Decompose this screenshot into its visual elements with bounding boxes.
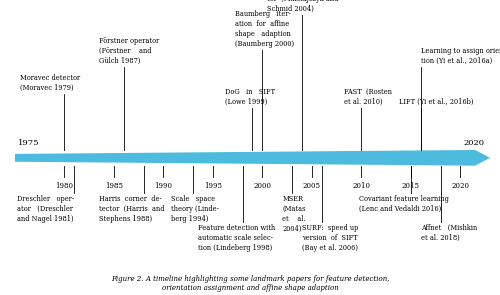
Text: 1990: 1990: [154, 182, 172, 190]
Text: Learning to assign orienta-
tion (Yi et al., 2016a): Learning to assign orienta- tion (Yi et …: [421, 47, 500, 65]
Text: FAST  (Rosten
et al. 2010): FAST (Rosten et al. 2010): [344, 88, 392, 106]
Text: LIFT (Yi et al., 2016b): LIFT (Yi et al., 2016b): [399, 98, 473, 106]
Text: Baumberg   iter-
ation  for  affine
shape   adaption
(Baumberg 2000): Baumberg iter- ation for affine shape ad…: [234, 10, 294, 48]
Text: 2000: 2000: [254, 182, 272, 190]
Text: Förstner operator
(Förstner    and
Gülch 1987): Förstner operator (Förstner and Gülch 19…: [99, 37, 160, 65]
Text: 1980: 1980: [56, 182, 74, 190]
Text: 2010: 2010: [352, 182, 370, 190]
Text: 2020: 2020: [464, 139, 484, 147]
Text: MSER
(Matas
et    al.
2004): MSER (Matas et al. 2004): [282, 195, 306, 233]
Text: Scale   space
theory (Linde-
berg 1994): Scale space theory (Linde- berg 1994): [172, 195, 219, 223]
Text: Moravec detector
(Moravec 1979): Moravec detector (Moravec 1979): [20, 74, 80, 92]
Text: Affnet   (Mishkin
et al. 2018): Affnet (Mishkin et al. 2018): [421, 224, 477, 242]
Text: 1975: 1975: [18, 139, 40, 147]
Text: 2005: 2005: [303, 182, 321, 190]
Text: 1995: 1995: [204, 182, 222, 190]
Text: Feature detection with
automatic scale selec-
tion (Lindeberg 1998): Feature detection with automatic scale s…: [198, 224, 276, 252]
Text: SURF:  speed up
version  of  SIFT
(Bay et al. 2006): SURF: speed up version of SIFT (Bay et a…: [302, 224, 358, 252]
Text: DoG   in   SIFT
(Lowe 1999): DoG in SIFT (Lowe 1999): [225, 88, 275, 106]
Text: 1985: 1985: [105, 182, 123, 190]
Text: Hessian  Affine  and
Harris  Affine  detec-
tor  (Mikolajczyk and
Schmid 2004): Hessian Affine and Harris Affine detec- …: [268, 0, 338, 13]
Text: Figure 2. A timeline highlighting some landmark papers for feature detection,
or: Figure 2. A timeline highlighting some l…: [111, 275, 389, 292]
Text: Dreschler   oper-
ator   (Dreschler
and Nagel 1981): Dreschler oper- ator (Dreschler and Nage…: [17, 195, 74, 223]
Text: 2015: 2015: [402, 182, 420, 190]
Text: Harris  corner  de-
tector  (Harris  and
Stephens 1988): Harris corner de- tector (Harris and Ste…: [99, 195, 164, 223]
Text: 2020: 2020: [452, 182, 469, 190]
Text: Covariant feature learning
(Lenc and Vedaldi 2016): Covariant feature learning (Lenc and Ved…: [360, 195, 450, 213]
Polygon shape: [15, 150, 490, 166]
